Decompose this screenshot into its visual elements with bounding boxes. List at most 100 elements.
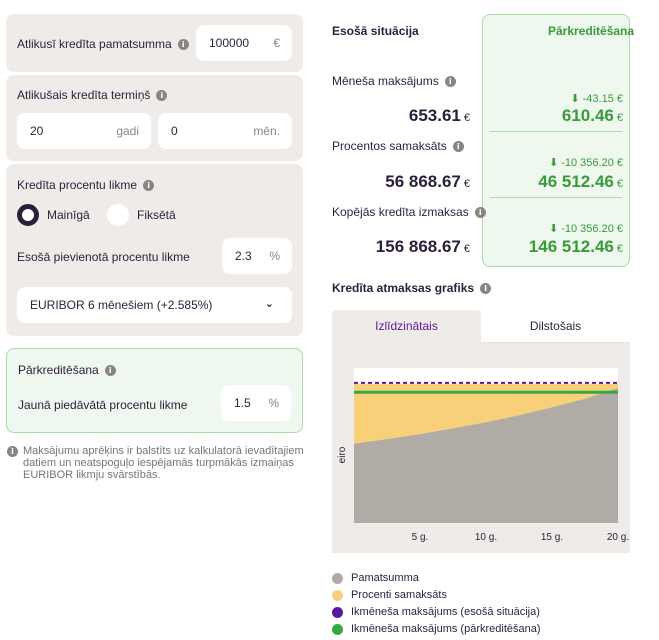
legend-interest-label: Procenti samaksāts	[351, 589, 447, 601]
monthly-payment-label-wrap: Mēneša maksājums i	[332, 74, 456, 88]
balance-label-wrap: Atlikusī kredīta pamatsumma i	[17, 37, 189, 51]
disclaimer-text: Maksājumu aprēķins ir balstīts uz kalkul…	[23, 445, 304, 481]
balance-unit: €	[273, 36, 280, 50]
interest-paid-refinanced-value: 46 512.46	[538, 172, 614, 191]
info-icon[interactable]: i	[480, 283, 492, 295]
legend-current-payment: Ikmēneša maksājums (esošā situācija)	[332, 606, 540, 619]
legend-dot-icon	[332, 606, 343, 618]
refinance-title: Pārkreditēšana	[18, 363, 99, 377]
total-cost-delta-value: -10 356.20 €	[561, 223, 623, 235]
currency-symbol: €	[616, 243, 623, 255]
disclaimer-note: i Maksājumu aprēķins ir balstīts uz kalk…	[7, 445, 312, 481]
monthly-payment-refinanced: 610.46 €	[562, 106, 623, 126]
currency-symbol: €	[463, 243, 470, 255]
interest-paid-label-wrap: Procentos samaksāts i	[332, 139, 464, 153]
legend-dot-icon	[332, 589, 343, 601]
schedule-title: Kredīta atmaksas grafiks	[332, 281, 475, 295]
interest-paid-delta: ⬇ -10 356.20 €	[548, 157, 623, 169]
monthly-payment-delta-value: -43.15 €	[582, 93, 623, 105]
info-icon: i	[7, 446, 18, 457]
interest-paid-refinanced: 46 512.46 €	[538, 172, 623, 192]
current-title: Esošā situācija	[332, 24, 419, 38]
refinance-title-wrap: Pārkreditēšana i	[18, 363, 116, 377]
balance-panel: Atlikusī kredīta pamatsumma i 100000 €	[6, 14, 303, 72]
refinance-rate-input[interactable]: 1.5 %	[221, 385, 291, 421]
term-years-unit: gadi	[116, 124, 139, 138]
refinance-results-title: Pārkreditēšana	[548, 24, 635, 38]
legend-dot-icon	[332, 572, 343, 584]
euribor-select[interactable]: EURIBOR 6 mēnešiem (+2.585%) ⌄	[17, 287, 292, 323]
total-cost-current-value: 156 868.67	[375, 237, 461, 256]
legend-refinance-payment-label: Ikmēneša maksājums (pārkreditēšana)	[351, 623, 541, 635]
chevron-down-icon: ⌄	[264, 298, 274, 310]
interest-area	[354, 383, 618, 444]
total-cost-label: Kopējās kredīta izmaksas	[332, 205, 469, 219]
balance-input[interactable]: 100000 €	[196, 25, 292, 61]
interest-paid-delta-value: -10 356.20 €	[561, 157, 623, 169]
info-icon[interactable]: i	[177, 39, 189, 51]
schedule-title-wrap: Kredīta atmaksas grafiks i	[332, 281, 492, 295]
x-tick-label: 20 g.	[607, 532, 629, 543]
refinance-rate-unit: %	[268, 396, 279, 410]
y-axis-label: eiro	[337, 446, 348, 463]
legend-refinance-payment: Ikmēneša maksājums (pārkreditēšana)	[332, 623, 541, 636]
monthly-payment-delta: ⬇ -43.15 €	[570, 93, 623, 105]
currency-symbol: €	[616, 178, 623, 190]
interest-paid-current: 56 868.67 €	[385, 172, 470, 192]
x-tick-label: 15 g.	[541, 532, 563, 543]
currency-symbol: €	[616, 112, 623, 124]
info-icon[interactable]: i	[474, 207, 486, 219]
refinance-rate-label: Jaunā piedāvātā procentu likme	[18, 398, 188, 412]
rate-panel: Kredīta procentu likme i Mainīgā Fiksētā …	[6, 164, 303, 336]
total-cost-current: 156 868.67 €	[376, 237, 470, 257]
term-months-unit: mēn.	[253, 124, 280, 138]
info-icon[interactable]: i	[156, 90, 168, 102]
monthly-payment-current-value: 653.61	[408, 106, 461, 125]
monthly-payment-refinanced-value: 610.46	[561, 106, 614, 125]
term-months-input[interactable]: 0 mēn.	[158, 113, 292, 149]
x-tick-label: 5 g.	[412, 532, 429, 543]
legend-interest: Procenti samaksāts	[332, 589, 447, 602]
separator	[490, 131, 622, 132]
tab-annuity[interactable]: Izlīdzinātais	[332, 310, 481, 343]
term-years-input[interactable]: 20 gadi	[17, 113, 151, 149]
monthly-payment-label: Mēneša maksājums	[332, 74, 439, 88]
repayment-chart: eiro 5 g. 10 g. 15 g. 20 g.	[337, 368, 629, 543]
term-label: Atlikušais kredīta termiņš	[17, 88, 151, 102]
term-panel: Atlikušais kredīta termiņš i 20 gadi 0 mē…	[6, 75, 303, 161]
info-icon[interactable]: i	[444, 76, 456, 88]
refinance-panel: Pārkreditēšana i Jaunā piedāvātā procentu…	[6, 348, 303, 433]
margin-label: Esošā pievienotā procentu likme	[17, 250, 190, 264]
margin-input[interactable]: 2.3 %	[222, 238, 292, 274]
radio-variable[interactable]	[17, 204, 39, 226]
rate-label-wrap: Kredīta procentu likme i	[17, 178, 155, 192]
refinance-results-panel	[482, 14, 630, 267]
radio-variable-label[interactable]: Mainīgā	[47, 208, 90, 222]
interest-paid-current-value: 56 868.67	[385, 172, 461, 191]
total-cost-label-wrap: Kopējās kredīta izmaksas i	[332, 205, 486, 219]
tab-declining[interactable]: Dilstošais	[481, 310, 630, 343]
interest-paid-label: Procentos samaksāts	[332, 139, 447, 153]
monthly-payment-current: 653.61 €	[409, 106, 470, 126]
term-months-value: 0	[171, 124, 178, 138]
principal-area	[354, 388, 618, 523]
margin-value: 2.3	[235, 249, 252, 263]
term-label-wrap: Atlikušais kredīta termiņš i	[17, 88, 168, 102]
margin-unit: %	[269, 249, 280, 263]
x-tick-label: 10 g.	[475, 532, 497, 543]
legend-dot-icon	[332, 623, 343, 635]
info-icon[interactable]: i	[104, 365, 116, 377]
legend-principal: Pamatsumma	[332, 572, 419, 585]
balance-value: 100000	[209, 36, 250, 50]
refinance-rate-value: 1.5	[234, 396, 251, 410]
radio-fixed-label[interactable]: Fiksētā	[137, 208, 176, 222]
total-cost-refinanced: 146 512.46 €	[529, 237, 623, 257]
rate-label: Kredīta procentu likme	[17, 178, 138, 192]
legend-current-payment-label: Ikmēneša maksājums (esošā situācija)	[351, 606, 540, 618]
currency-symbol: €	[463, 112, 470, 124]
radio-fixed[interactable]	[107, 204, 129, 226]
currency-symbol: €	[463, 178, 470, 190]
info-icon[interactable]: i	[452, 141, 464, 153]
info-icon[interactable]: i	[143, 180, 155, 192]
euribor-value: EURIBOR 6 mēnešiem (+2.585%)	[30, 298, 213, 312]
